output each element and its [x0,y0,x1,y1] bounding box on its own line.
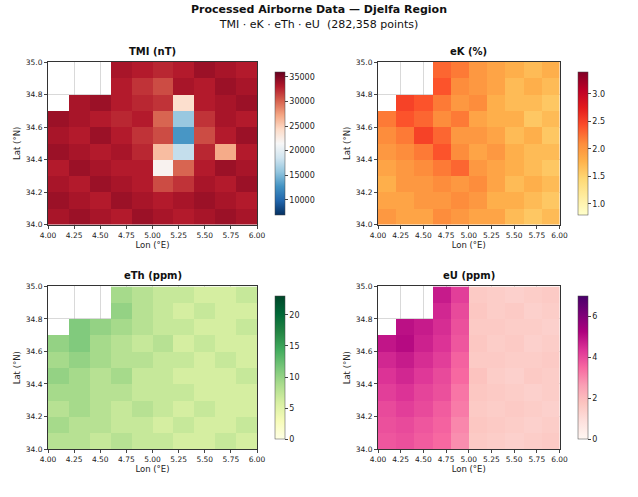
svg-text:0: 0 [592,435,597,444]
svg-text:34.2: 34.2 [26,188,43,197]
svg-text:34.0: 34.0 [26,445,43,454]
svg-text:34.4: 34.4 [356,380,373,389]
svg-text:6: 6 [592,312,597,321]
svg-text:4.50: 4.50 [415,455,432,464]
svg-text:5.00: 5.00 [144,455,161,464]
svg-text:34.4: 34.4 [356,155,373,164]
svg-text:5.75: 5.75 [528,455,545,464]
svg-text:5.25: 5.25 [483,455,500,464]
svg-text:15: 15 [289,342,299,351]
svg-text:5.50: 5.50 [196,231,213,240]
svg-text:34.2: 34.2 [26,412,43,421]
svg-text:10000: 10000 [289,196,314,205]
svg-text:30000: 30000 [289,97,314,106]
svg-text:5.75: 5.75 [223,231,240,240]
svg-text:34.0: 34.0 [26,220,43,229]
svg-text:4.75: 4.75 [118,231,135,240]
svg-text:35.0: 35.0 [26,282,43,291]
svg-text:4.50: 4.50 [92,231,109,240]
svg-text:34.4: 34.4 [26,155,43,164]
svg-text:4.00: 4.00 [40,231,57,240]
svg-text:34.6: 34.6 [356,123,373,132]
svg-text:6.00: 6.00 [551,231,568,240]
svg-text:5.50: 5.50 [506,231,523,240]
svg-text:25000: 25000 [289,122,314,131]
svg-text:4.75: 4.75 [438,231,455,240]
svg-text:5.75: 5.75 [528,231,545,240]
svg-text:3.0: 3.0 [592,90,605,99]
svg-text:34.8: 34.8 [26,315,43,324]
svg-text:34.8: 34.8 [356,90,373,99]
svg-text:5.25: 5.25 [170,455,187,464]
svg-text:6.00: 6.00 [551,455,568,464]
svg-text:4.25: 4.25 [392,455,409,464]
svg-text:4.00: 4.00 [370,455,387,464]
svg-text:6.00: 6.00 [249,231,266,240]
svg-text:4.25: 4.25 [392,231,409,240]
svg-text:5.00: 5.00 [460,455,477,464]
svg-text:4.00: 4.00 [370,231,387,240]
svg-text:2.0: 2.0 [592,145,605,154]
svg-text:34.0: 34.0 [356,445,373,454]
svg-text:1.0: 1.0 [592,200,605,209]
svg-text:15000: 15000 [289,171,314,180]
svg-text:4.50: 4.50 [92,455,109,464]
svg-text:Lon (°E): Lon (°E) [452,464,486,474]
svg-text:eTh (ppm): eTh (ppm) [124,270,182,281]
svg-text:5.50: 5.50 [506,455,523,464]
svg-text:Lon (°E): Lon (°E) [452,240,486,250]
svg-text:5.50: 5.50 [196,455,213,464]
svg-text:5.00: 5.00 [460,231,477,240]
svg-text:35000: 35000 [289,73,314,82]
svg-text:34.8: 34.8 [356,315,373,324]
svg-text:eK (%): eK (%) [450,46,487,57]
svg-text:5.25: 5.25 [170,231,187,240]
svg-text:TMI (nT): TMI (nT) [129,46,176,57]
svg-text:20: 20 [289,311,299,320]
svg-text:34.4: 34.4 [26,380,43,389]
svg-text:5.75: 5.75 [223,455,240,464]
svg-text:35.0: 35.0 [356,58,373,67]
svg-text:34.2: 34.2 [356,412,373,421]
svg-text:4.75: 4.75 [118,455,135,464]
svg-text:35.0: 35.0 [26,58,43,67]
svg-text:Lat (°N): Lat (°N) [342,127,352,160]
svg-text:Lat (°N): Lat (°N) [12,127,22,160]
svg-text:4.00: 4.00 [40,455,57,464]
svg-text:34.2: 34.2 [356,188,373,197]
svg-text:5: 5 [289,404,294,413]
svg-text:5.25: 5.25 [483,231,500,240]
svg-text:34.8: 34.8 [26,90,43,99]
svg-text:1.5: 1.5 [592,172,605,181]
svg-text:Lon (°E): Lon (°E) [135,464,169,474]
svg-text:Lon (°E): Lon (°E) [135,240,169,250]
svg-text:Lat (°N): Lat (°N) [12,351,22,384]
svg-text:4.25: 4.25 [66,231,83,240]
svg-text:20000: 20000 [289,146,314,155]
svg-text:10: 10 [289,373,299,382]
svg-text:0: 0 [289,435,294,444]
svg-text:34.0: 34.0 [356,220,373,229]
svg-text:4.25: 4.25 [66,455,83,464]
svg-text:6.00: 6.00 [249,455,266,464]
svg-text:5.00: 5.00 [144,231,161,240]
svg-text:34.6: 34.6 [26,123,43,132]
svg-text:35.0: 35.0 [356,282,373,291]
svg-text:4.50: 4.50 [415,231,432,240]
svg-text:Lat (°N): Lat (°N) [342,351,352,384]
svg-text:4: 4 [592,353,597,362]
svg-text:Processed Airborne Data — Djel: Processed Airborne Data — Djelfa RegionT… [191,3,447,30]
svg-text:2.5: 2.5 [592,117,605,126]
svg-text:4.75: 4.75 [438,455,455,464]
svg-text:34.6: 34.6 [26,347,43,356]
svg-text:2: 2 [592,394,597,403]
svg-text:34.6: 34.6 [356,347,373,356]
svg-text:eU (ppm): eU (ppm) [443,270,495,281]
